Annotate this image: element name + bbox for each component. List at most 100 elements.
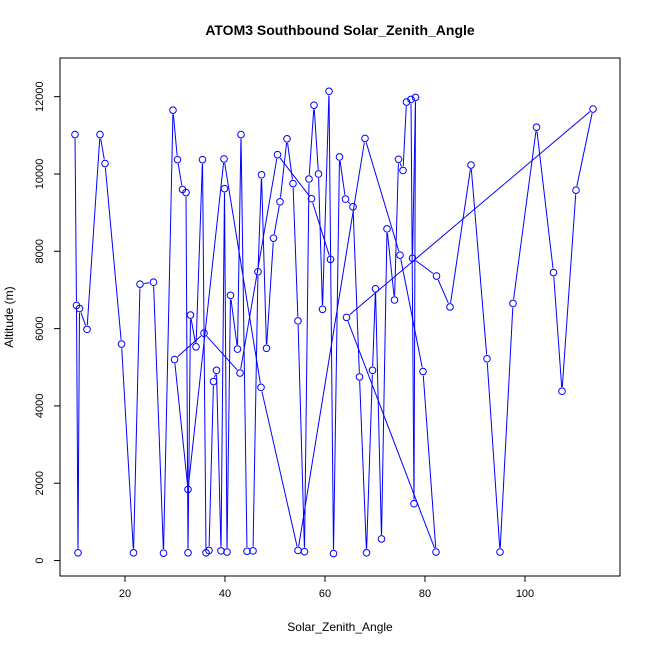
data-point <box>394 155 403 164</box>
data-point <box>269 234 278 242</box>
data-point <box>254 267 262 276</box>
series-segment <box>76 309 79 549</box>
data-point <box>236 369 244 377</box>
plot-frame <box>59 57 621 577</box>
series-segment <box>226 299 231 548</box>
series-segment <box>177 163 183 186</box>
data-point <box>371 284 380 293</box>
data-point <box>368 366 377 375</box>
data-point <box>149 278 158 287</box>
y-tick-label: 8000 <box>34 239 46 263</box>
data-point <box>310 101 318 109</box>
data-point <box>446 303 454 311</box>
data-point <box>220 155 228 163</box>
data-point <box>329 549 338 558</box>
data-point <box>341 195 350 203</box>
series-segment <box>195 163 203 343</box>
data-point <box>71 130 79 139</box>
data-point <box>257 170 266 179</box>
series-segment <box>322 95 330 306</box>
data-point <box>410 499 418 508</box>
series-segment <box>386 232 395 296</box>
series-segment <box>121 348 134 549</box>
data-point <box>342 313 351 322</box>
data-point <box>159 549 168 557</box>
series-segment <box>486 362 501 548</box>
data-point <box>182 188 190 197</box>
series-segment <box>394 163 399 296</box>
series-segment <box>252 275 259 547</box>
series-segment <box>240 138 248 548</box>
data-point <box>294 317 302 325</box>
data-point <box>294 546 302 555</box>
series-segment <box>273 205 280 235</box>
y-tick-label: 12000 <box>34 81 46 112</box>
data-point <box>273 150 282 159</box>
series-segment <box>381 233 388 535</box>
series-segment <box>410 103 415 500</box>
data-point <box>220 184 229 193</box>
data-point <box>209 377 218 386</box>
data-point <box>549 268 558 277</box>
series-segment <box>359 381 367 549</box>
series-segment <box>349 111 591 316</box>
series-segment <box>220 192 225 547</box>
data-point <box>532 123 541 131</box>
series-segment <box>536 131 554 269</box>
data-point <box>237 130 245 139</box>
data-point <box>399 166 407 175</box>
y-tick-label: 4000 <box>34 394 46 418</box>
data-point <box>300 547 309 556</box>
data-point <box>314 170 323 178</box>
data-point <box>362 549 371 557</box>
y-tick-label: 0 <box>34 557 46 563</box>
series-segment <box>328 95 334 550</box>
data-point <box>129 549 138 557</box>
data-point <box>467 161 475 169</box>
data-point <box>283 134 291 143</box>
y-axis: 0 2000 4000 6000 8000 10000 12000 <box>34 81 60 564</box>
series-segment <box>266 242 274 345</box>
series-segment <box>216 374 222 547</box>
series-segment <box>399 162 402 167</box>
series-segment <box>470 169 488 355</box>
series-segment <box>422 375 437 548</box>
data-point <box>289 179 297 188</box>
series-segment <box>287 142 293 180</box>
data-point <box>226 291 235 300</box>
data-point <box>243 547 251 556</box>
series-segment <box>402 106 407 167</box>
series-segment <box>499 307 514 548</box>
series-segment <box>185 196 189 549</box>
x-tick-label: 100 <box>516 588 534 600</box>
series-segment <box>366 374 373 549</box>
series-segment <box>224 162 261 384</box>
data-point <box>233 345 242 353</box>
data-point <box>419 367 427 376</box>
series-segment <box>413 101 416 500</box>
data-point <box>223 548 231 556</box>
x-axis: 20 40 60 80 100 <box>119 576 534 600</box>
data-point <box>509 299 517 308</box>
series-segment <box>100 138 105 160</box>
data-point <box>355 373 364 381</box>
data-point <box>325 87 333 96</box>
series-segment <box>208 385 214 547</box>
data-point <box>83 325 91 334</box>
data-point <box>136 280 144 288</box>
series-segment <box>172 114 178 156</box>
data-point <box>200 329 208 338</box>
x-tick-label: 60 <box>319 588 331 600</box>
chart-title: ATOM3 Southbound Solar_Zenith_Angle <box>205 22 475 38</box>
series-segment <box>339 161 346 196</box>
series-segment <box>230 299 238 345</box>
series-segment <box>297 325 305 548</box>
series-segment <box>214 374 216 378</box>
series-segment <box>553 276 563 388</box>
data-point <box>212 366 221 375</box>
data-point <box>377 535 386 543</box>
data-point <box>249 547 257 555</box>
data-point <box>432 272 441 280</box>
data-point <box>411 93 420 102</box>
